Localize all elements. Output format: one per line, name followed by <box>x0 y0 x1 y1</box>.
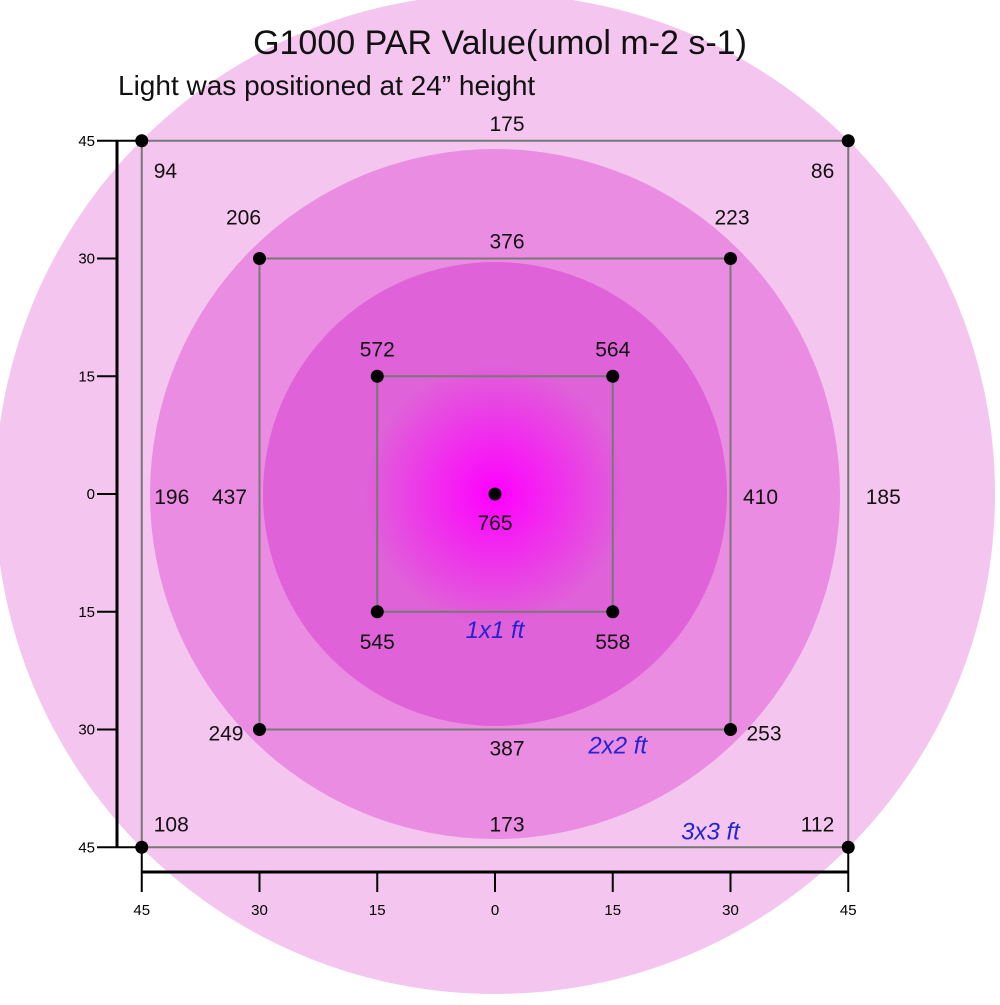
zone-label: 2x2 ft <box>587 733 648 760</box>
measurement-point <box>253 252 266 265</box>
point-value-label: 86 <box>811 160 834 183</box>
measurement-point <box>135 134 149 148</box>
measurement-point <box>606 605 620 619</box>
point-value-label: 558 <box>595 631 630 654</box>
point-value-label: 108 <box>154 813 189 836</box>
edge-value-label: 185 <box>866 486 901 509</box>
measurement-point <box>841 840 855 854</box>
y-tick-label: 0 <box>87 486 95 503</box>
edge-value-label: 410 <box>743 486 778 509</box>
edge-value-label: 175 <box>489 113 524 136</box>
y-tick-label: 15 <box>78 368 95 385</box>
point-value-label: 94 <box>154 160 178 183</box>
y-tick-label: 45 <box>78 839 95 856</box>
edge-value-label: 376 <box>489 231 524 254</box>
y-tick-label: 30 <box>78 251 95 268</box>
edge-value-label: 196 <box>154 486 189 509</box>
point-value-label: 112 <box>801 813 834 836</box>
measurement-point <box>841 134 855 148</box>
edge-value-label: 173 <box>489 813 524 836</box>
x-tick-label: 45 <box>840 902 857 919</box>
point-value-label: 249 <box>208 723 243 746</box>
measurement-point <box>724 252 737 265</box>
chart-subtitle: Light was positioned at 24” height <box>118 70 536 101</box>
point-value-label: 253 <box>747 723 782 746</box>
x-tick-label: 30 <box>251 902 268 919</box>
measurement-point <box>606 369 620 383</box>
point-value-label: 765 <box>477 512 512 535</box>
y-tick-label: 45 <box>78 133 95 150</box>
measurement-point <box>724 723 737 736</box>
measurement-point <box>135 840 149 854</box>
point-value-label: 545 <box>360 631 395 654</box>
zone-label: 3x3 ft <box>681 818 741 845</box>
point-value-label: 572 <box>360 338 395 361</box>
measurement-point <box>488 487 502 501</box>
point-value-label: 223 <box>715 207 750 230</box>
zone-frame-1x1-ft <box>376 375 614 613</box>
measurement-point <box>253 723 266 736</box>
point-value-label: 564 <box>595 338 630 361</box>
zone-frame-3x3-ft <box>140 139 850 849</box>
x-tick-label: 45 <box>133 902 150 919</box>
edge-value-label: 387 <box>489 738 524 761</box>
x-tick-label: 15 <box>604 902 621 919</box>
x-tick-label: 15 <box>369 902 386 919</box>
y-tick-label: 30 <box>78 722 95 739</box>
y-tick-label: 15 <box>78 604 95 621</box>
x-tick-label: 30 <box>722 902 739 919</box>
chart-title: G1000 PAR Value(umol m-2 s-1) <box>253 24 747 62</box>
measurement-point <box>370 605 384 619</box>
edge-value-label: 437 <box>212 486 247 509</box>
zone-label: 1x1 ft <box>466 617 526 644</box>
measurement-point <box>370 369 384 383</box>
point-value-label: 206 <box>226 207 261 230</box>
x-tick-label: 0 <box>491 902 499 919</box>
zone-frame-2x2-ft <box>258 257 732 731</box>
